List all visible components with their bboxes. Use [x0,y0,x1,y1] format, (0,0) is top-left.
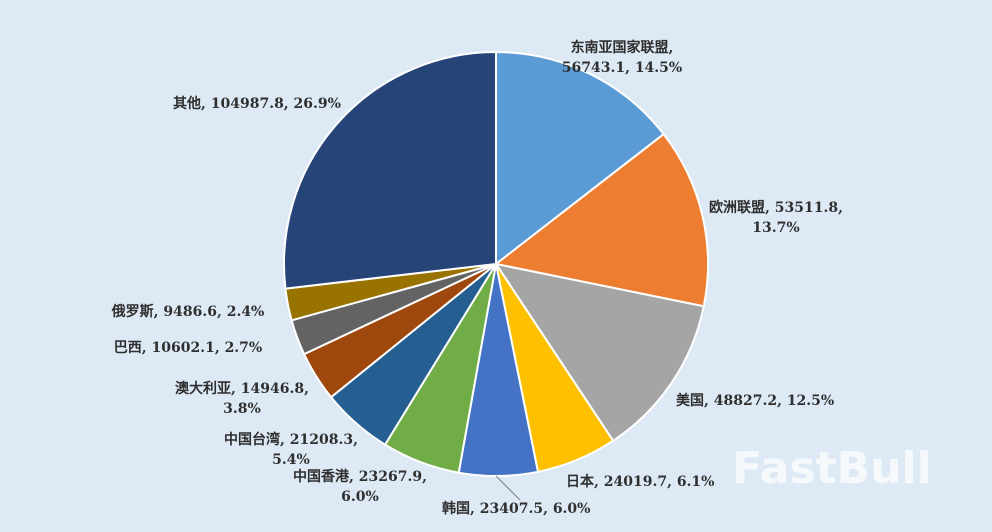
pie-slice [493,262,705,443]
leader-lines [495,475,521,501]
pie-slice [283,50,497,290]
data-label: 日本, 24019.7, 6.1% [566,473,714,490]
data-label: 巴西, 10602.1, 2.7% [114,340,262,356]
pie-slices [283,50,709,477]
data-label: 美国, 48827.2, 12.5% [676,392,834,409]
leader-line [495,475,521,501]
data-label: 其他, 104987.8, 26.9% [173,95,341,112]
data-label: 欧洲联盟, 53511.8, 13.7% [709,199,843,236]
pie-slice [495,50,666,267]
data-label: 俄罗斯, 9486.6, 2.4% [111,303,265,320]
data-label: 东南亚国家联盟, 56743.1, 14.5% [562,39,682,76]
data-label: 澳大利亚, 14946.8, 3.8% [175,380,309,417]
watermark-logo: FastBull [732,443,931,494]
data-label: 韩国, 23407.5, 6.0% [442,500,590,517]
data-label: 中国香港, 23267.9, 6.0% [293,468,427,505]
data-label: 中国台湾, 21208.3, 5.4% [224,431,358,468]
pie-slice [493,132,709,308]
data-labels: 东南亚国家联盟, 56743.1, 14.5% 欧洲联盟, 53511.8, 13.7… [111,39,843,517]
